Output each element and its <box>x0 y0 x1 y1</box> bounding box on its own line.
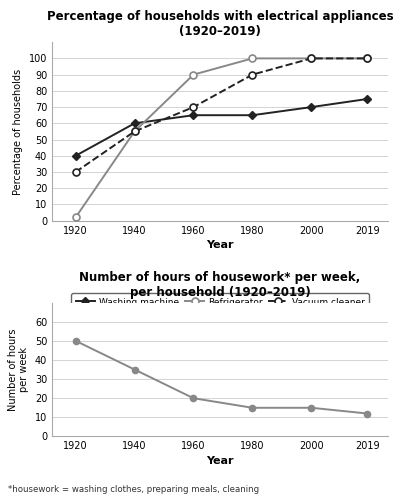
X-axis label: Year: Year <box>206 240 234 250</box>
Y-axis label: Number of hours
per week: Number of hours per week <box>8 328 29 411</box>
Legend: Washing machine, Refrigerator, Vacuum cleaner: Washing machine, Refrigerator, Vacuum cl… <box>71 293 369 311</box>
Text: *housework = washing clothes, preparing meals, cleaning: *housework = washing clothes, preparing … <box>8 485 259 494</box>
Title: Number of hours of housework* per week,
per household (1920–2019): Number of hours of housework* per week, … <box>79 271 361 299</box>
Title: Percentage of households with electrical appliances
(1920–2019): Percentage of households with electrical… <box>47 10 393 38</box>
Y-axis label: Percentage of households: Percentage of households <box>13 68 23 194</box>
X-axis label: Year: Year <box>206 455 234 466</box>
